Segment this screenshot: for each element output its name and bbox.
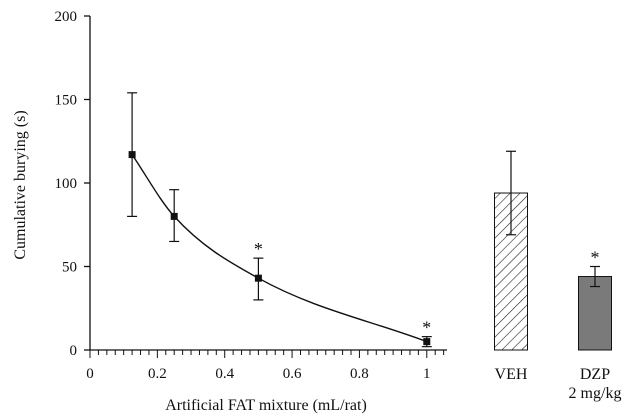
data-point <box>254 274 262 282</box>
x-tick-label: 0.2 <box>148 366 167 382</box>
y-tick-label: 0 <box>70 343 78 359</box>
control-label: VEH <box>495 366 528 383</box>
x-axis-title: Artificial FAT mixture (mL/rat) <box>165 397 367 414</box>
significance-marker: * <box>591 248 600 268</box>
axes: 0 50 100 150 200 0 0.2 0.4 0.6 0.8 1 <box>55 9 447 382</box>
control-bars: VEH * DZP 2 mg/kg <box>494 150 622 402</box>
y-tick-label: 200 <box>55 9 78 25</box>
data-point <box>170 212 178 220</box>
significance-marker: * <box>422 318 431 338</box>
significance-marker: * <box>254 239 263 259</box>
x-tick-label: 0 <box>86 366 94 382</box>
data-point <box>423 338 431 346</box>
data-point <box>128 151 136 159</box>
y-tick-label: 50 <box>62 260 77 276</box>
y-tick-label: 100 <box>55 176 78 192</box>
x-tick-label: 0.4 <box>215 366 234 382</box>
y-tick-label: 150 <box>55 93 78 109</box>
y-axis-title: Cumulative burying (s) <box>12 110 29 259</box>
x-tick-label: 0.8 <box>350 366 369 382</box>
control-sublabel: 2 mg/kg <box>569 385 622 402</box>
x-tick-label: 1 <box>423 366 431 382</box>
plot-area: ** <box>127 92 432 348</box>
control-bar <box>578 276 612 351</box>
x-tick-label: 0.6 <box>283 366 302 382</box>
control-label: DZP <box>580 366 610 383</box>
fitted-curve <box>131 154 428 343</box>
